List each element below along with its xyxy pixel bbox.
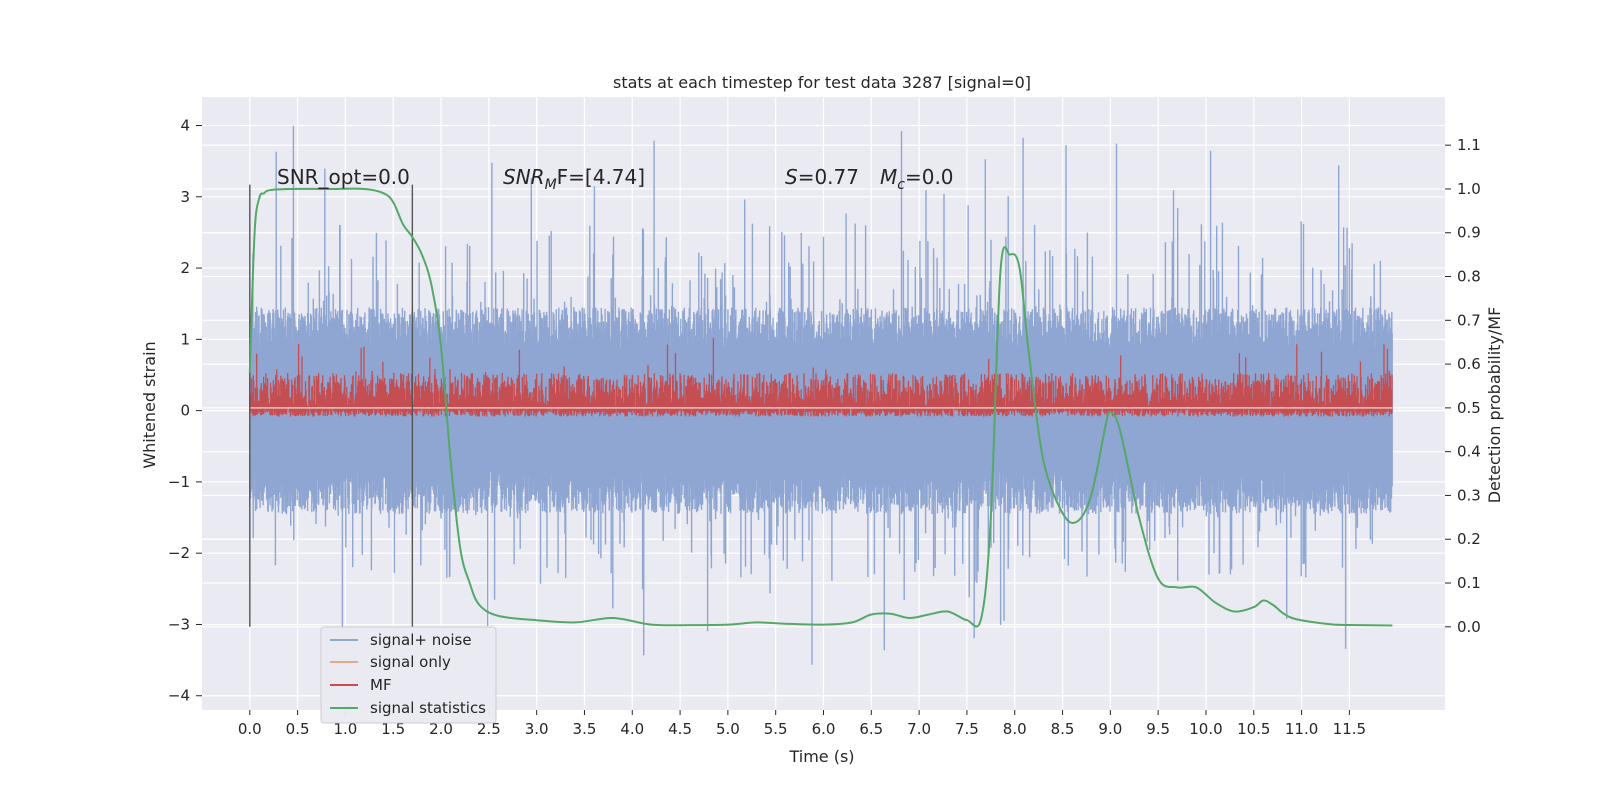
x-tick-label: 1.5 <box>381 720 405 738</box>
snr-mf-name: SNR <box>503 165 545 189</box>
x-tick-label: 0.5 <box>286 720 310 738</box>
mc-sub: c <box>897 177 905 193</box>
x-tick-label: 3.5 <box>573 720 597 738</box>
x-tick-label: 10.5 <box>1237 720 1270 738</box>
legend-box <box>320 626 497 724</box>
y-left-tick-label: 0 <box>180 402 190 420</box>
y-left-tick-label: −1 <box>168 473 190 491</box>
snr-mf-value: F=[4.74] <box>557 165 645 189</box>
y-right-tick-label: 0.6 <box>1457 355 1481 373</box>
y-right-tick-label: 0.8 <box>1457 268 1481 286</box>
annotation-mc: Mc=0.0 <box>880 165 954 193</box>
y-right-tick-label: 1.1 <box>1457 136 1481 154</box>
y-right-tick-label: 0.5 <box>1457 399 1481 417</box>
x-tick-label: 6.5 <box>859 720 883 738</box>
y-right-tick-label: 0.0 <box>1457 618 1481 636</box>
x-tick-label: 9.0 <box>1098 720 1122 738</box>
mc-name: M <box>880 165 897 189</box>
annotation-snr-mf: SNRMF=[4.74] <box>503 165 645 193</box>
x-tick-label: 0.0 <box>238 720 262 738</box>
annotation-s: S=0.77 <box>785 165 859 189</box>
y-left-tick-label: 4 <box>180 117 190 135</box>
legend-label-statistics: signal statistics <box>370 699 486 717</box>
x-tick-label: 4.5 <box>668 720 692 738</box>
statistics-series-layer <box>248 187 1393 628</box>
x-tick-label: 7.0 <box>907 720 931 738</box>
y-right-tick-label: 1.0 <box>1457 180 1481 198</box>
mc-value: =0.0 <box>905 165 954 189</box>
y-left-tick-label: 3 <box>180 188 190 206</box>
x-tick-label: 3.0 <box>525 720 549 738</box>
x-tick-label: 6.0 <box>812 720 836 738</box>
x-tick-label: 10.0 <box>1189 720 1222 738</box>
x-tick-label: 2.0 <box>429 720 453 738</box>
legend-label-signal-only: signal only <box>370 653 451 671</box>
chart-title: stats at each timestep for test data 328… <box>613 73 1031 92</box>
y-left-tick-label: 2 <box>180 259 190 277</box>
y-left-tick-label: −2 <box>168 544 190 562</box>
snr-mf-sub: M <box>545 177 557 193</box>
y-left-tick-label: 1 <box>180 330 190 348</box>
vertical-markers <box>249 184 414 627</box>
x-tick-label: 4.0 <box>620 720 644 738</box>
x-tick-label: 9.5 <box>1146 720 1170 738</box>
y-right-tick-label: 0.7 <box>1457 311 1481 329</box>
x-axis-label: Time (s) <box>788 747 854 766</box>
x-tick-label: 7.5 <box>955 720 979 738</box>
tick-labels: 0.0 0.5 1.0 1.5 2.0 2.5 3.0 3.5 4.0 4.5 5.0 5.5 6.0 6… <box>168 117 1481 738</box>
y-right-tick-label: 0.9 <box>1457 224 1481 242</box>
legend: signal+ noise signal only MF signal stat… <box>320 626 497 724</box>
y-axis-label-right: Detection probability/MF <box>1485 307 1504 504</box>
x-tick-label: 1.0 <box>333 720 357 738</box>
x-tick-label: 8.5 <box>1051 720 1075 738</box>
series-signal-statistics <box>248 187 1393 628</box>
legend-label-mf: MF <box>370 676 392 694</box>
x-tick-label: 2.5 <box>477 720 501 738</box>
y-right-tick-label: 0.2 <box>1457 530 1481 548</box>
x-tick-label: 5.5 <box>764 720 788 738</box>
legend-label-noise: signal+ noise <box>370 631 472 649</box>
x-tick-label: 8.0 <box>1003 720 1027 738</box>
y-axis-label-left: Whitened strain <box>140 341 159 468</box>
s-value: =0.77 <box>798 165 859 189</box>
x-tick-label: 11.0 <box>1285 720 1318 738</box>
y-right-tick-label: 0.1 <box>1457 574 1481 592</box>
annotation-snr-opt: SNR_opt=0.0 <box>277 165 410 189</box>
x-tick-label: 5.0 <box>716 720 740 738</box>
y-right-tick-label: 0.3 <box>1457 486 1481 504</box>
y-left-tick-label: −3 <box>168 615 190 633</box>
y-right-tick-label: 0.4 <box>1457 443 1481 461</box>
y-left-tick-label: −4 <box>168 687 190 705</box>
s-name: S <box>785 165 798 189</box>
x-tick-label: 11.5 <box>1333 720 1366 738</box>
